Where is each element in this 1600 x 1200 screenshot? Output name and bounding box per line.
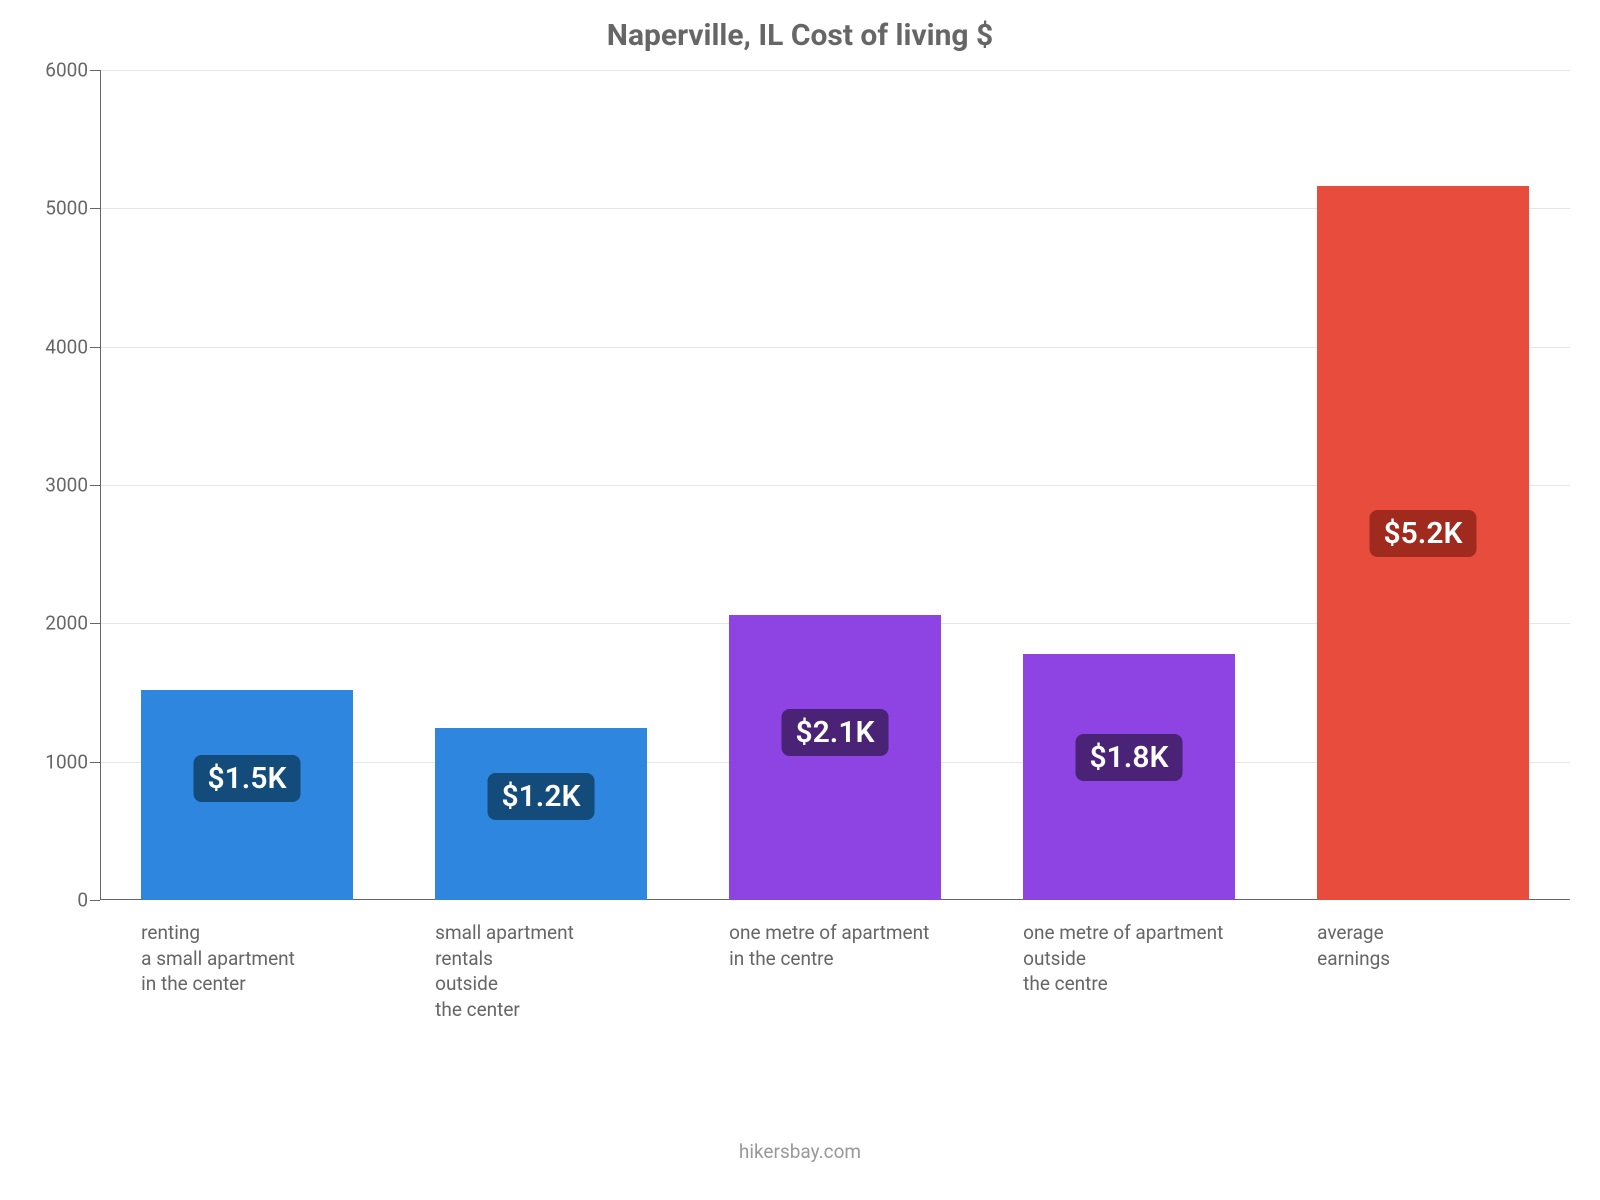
y-tick-mark [90,900,100,901]
value-badge: $5.2K [1370,510,1477,557]
y-tick-mark [90,485,100,486]
chart-footer: hikersbay.com [0,1140,1600,1163]
plot-area: 0100020003000400050006000$1.5Krenting a … [100,70,1570,900]
y-tick-label: 1000 [10,750,88,773]
y-tick-mark [90,347,100,348]
y-tick-mark [90,208,100,209]
y-axis [100,70,101,900]
y-tick-mark [90,70,100,71]
x-tick-label: renting a small apartment in the center [141,920,353,997]
y-tick-label: 3000 [10,474,88,497]
y-tick-label: 0 [10,889,88,912]
cost-of-living-chart: Naperville, IL Cost of living $ 01000200… [0,0,1600,1200]
x-tick-label: average earnings [1317,920,1529,971]
y-tick-label: 4000 [10,335,88,358]
gridline [100,70,1570,71]
x-tick-label: small apartment rentals outside the cent… [435,920,647,1023]
y-tick-label: 5000 [10,197,88,220]
value-badge: $1.8K [1076,734,1183,781]
chart-title: Naperville, IL Cost of living $ [0,18,1600,53]
x-tick-label: one metre of apartment in the centre [729,920,941,971]
y-tick-mark [90,762,100,763]
value-badge: $2.1K [782,709,889,756]
y-tick-label: 6000 [10,59,88,82]
y-tick-mark [90,623,100,624]
value-badge: $1.5K [194,755,301,802]
value-badge: $1.2K [488,773,595,820]
x-tick-label: one metre of apartment outside the centr… [1023,920,1235,997]
y-tick-label: 2000 [10,612,88,635]
bar [729,615,941,900]
